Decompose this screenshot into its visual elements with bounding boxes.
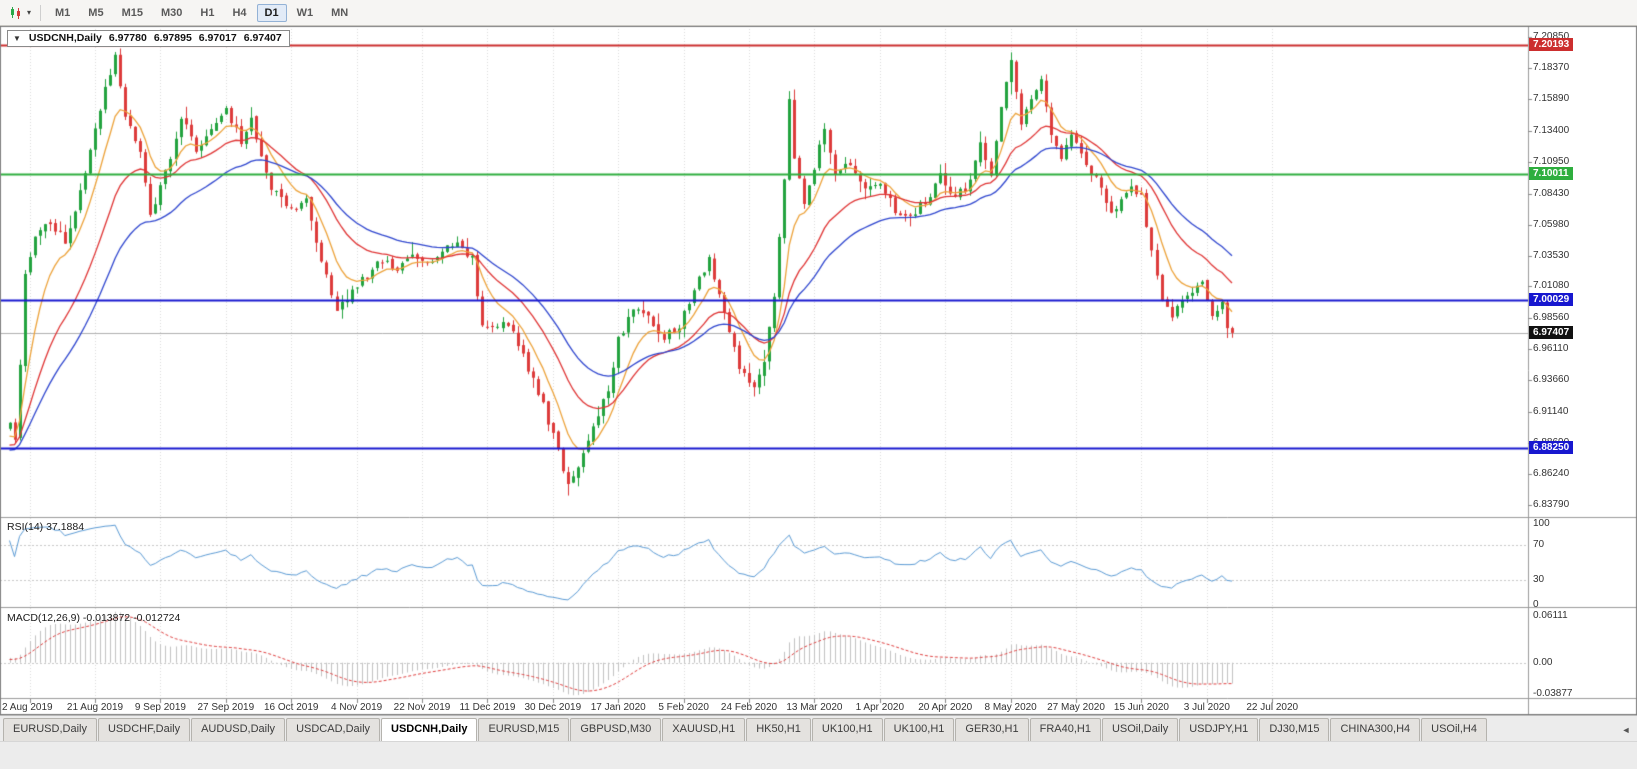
- chart-tab-usdcnh-daily[interactable]: USDCNH,Daily: [381, 718, 478, 741]
- candlestick-chart-icon: [10, 6, 20, 19]
- timeframe-button-mn[interactable]: MN: [331, 6, 349, 19]
- ohlc-open-value: 6.97780: [108, 32, 147, 44]
- timeframe-button-m30[interactable]: M30: [160, 6, 183, 19]
- date-axis-label: 21 Aug 2019: [66, 702, 124, 713]
- date-axis-label: 13 Mar 2020: [786, 702, 843, 713]
- price-line-tag[interactable]: 6.88250: [1529, 441, 1574, 455]
- macd-axis-label: 0.00: [1533, 656, 1553, 668]
- date-axis-label: 27 Sep 2019: [197, 702, 255, 713]
- price-line-tag[interactable]: 7.10011: [1529, 166, 1573, 180]
- rsi-axis-label: 100: [1533, 518, 1550, 529]
- chart-tab-usdcad-daily[interactable]: USDCAD,Daily: [286, 718, 381, 741]
- ohlc-low-value: 6.97017: [198, 32, 237, 44]
- date-axis-label: 3 Jul 2020: [1183, 702, 1230, 713]
- price-axis-label: 7.03530: [1533, 249, 1570, 261]
- timeframe-button-m1[interactable]: M1: [55, 6, 71, 19]
- date-axis-label: 11 Dec 2019: [459, 702, 516, 713]
- chart-tabs: EURUSD,Daily USDCHF,Daily AUDUSD,Daily USDC…: [3, 718, 1615, 741]
- date-axis-label: 2 Aug 2019: [2, 702, 53, 713]
- price-axis-label: 6.83790: [1533, 498, 1570, 510]
- timeframe-button-w1[interactable]: W1: [296, 6, 314, 19]
- price-axis-label: 7.20850: [1533, 30, 1570, 42]
- timeframe-buttons: M1 M5 M15 M30 H1 H4 D1 W1 MN: [46, 3, 357, 22]
- chart-tab-xauusd-h1[interactable]: XAUUSD,H1: [662, 718, 746, 741]
- ohlc-high-value: 6.97895: [153, 32, 192, 44]
- date-axis-label: 24 Feb 2020: [720, 702, 778, 713]
- date-axis-label: 8 May 2020: [984, 702, 1037, 713]
- price-axis-label: 6.91140: [1533, 405, 1569, 417]
- price-axis[interactable]: 7.20850 7.18370 7.15890 7.13400 7.10950 7.084…: [1529, 26, 1637, 715]
- chart-tab-dj30-m15[interactable]: DJ30,M15: [1259, 718, 1330, 741]
- chart-tab-china300-h4[interactable]: CHINA300,H4: [1330, 718, 1421, 741]
- price-axis-label: 7.15890: [1533, 93, 1570, 105]
- price-axis-label: 6.93660: [1533, 374, 1570, 386]
- chart-header: ▼ USDCNH,Daily 6.97780 6.97895 6.97017 6…: [7, 30, 290, 47]
- chart-window: ▼ USDCNH,Daily 6.97780 6.97895 6.97017 6…: [0, 26, 1637, 715]
- chart-menu-button[interactable]: ▾: [5, 3, 35, 23]
- date-axis-label: 4 Nov 2019: [331, 702, 383, 713]
- price-axis-label: 6.86240: [1533, 467, 1570, 479]
- chevron-down-icon: ▾: [26, 8, 31, 17]
- chart-tab-usdjpy-h1[interactable]: USDJPY,H1: [1179, 718, 1259, 741]
- price-axis-label: 6.98560: [1533, 312, 1570, 324]
- timeframe-button-d1[interactable]: D1: [256, 3, 287, 22]
- price-axis-label: 6.96110: [1533, 343, 1569, 355]
- status-bar: [0, 741, 1637, 769]
- timeframe-toolbar: ▾ M1 M5 M15 M30 H1 H4 D1 W1 MN: [0, 0, 1637, 26]
- price-axis-label: 7.05980: [1533, 218, 1570, 230]
- price-axis-label: 7.08430: [1533, 187, 1570, 199]
- chart-tab-audusd-daily[interactable]: AUDUSD,Daily: [191, 718, 286, 741]
- chart-tab-eurusd-daily[interactable]: EURUSD,Daily: [3, 718, 97, 741]
- rsi-axis-label: 30: [1533, 573, 1545, 585]
- chart-tab-hk50-h1[interactable]: HK50,H1: [746, 718, 811, 741]
- price-chart-canvas[interactable]: [0, 26, 1637, 715]
- chart-tab-eurusd-m15[interactable]: EURUSD,M15: [478, 718, 570, 741]
- date-axis-label: 5 Feb 2020: [658, 702, 709, 713]
- date-axis-label: 9 Sep 2019: [134, 702, 187, 713]
- macd-indicator-label: MACD(12,26,9) -0.013872 -0.012724: [7, 612, 181, 624]
- chart-tab-fra40-h1[interactable]: FRA40,H1: [1029, 718, 1101, 741]
- chart-tab-usoil-h4[interactable]: USOil,H4: [1421, 718, 1487, 741]
- rsi-axis-label: 70: [1533, 539, 1545, 551]
- timeframe-button-m15[interactable]: M15: [121, 6, 143, 19]
- date-axis-label: 16 Oct 2019: [263, 702, 319, 713]
- date-axis-label: 22 Nov 2019: [393, 702, 451, 713]
- rsi-axis-label: 0: [1533, 599, 1539, 610]
- date-axis-label: 30 Dec 2019: [524, 702, 582, 713]
- timeframe-button-h1[interactable]: H1: [200, 6, 215, 19]
- date-axis-label: 17 Jan 2020: [590, 702, 646, 713]
- chart-tab-usdchf-daily[interactable]: USDCHF,Daily: [97, 718, 191, 741]
- timeframe-button-h4[interactable]: H4: [232, 6, 247, 19]
- price-line-tag[interactable]: 7.00029: [1529, 292, 1574, 306]
- chart-tab-gbpusd-m30[interactable]: GBPUSD,M30: [570, 718, 662, 741]
- chart-tabs-bar: EURUSD,Daily USDCHF,Daily AUDUSD,Daily USDC…: [0, 715, 1637, 741]
- current-price-tag: 6.97407: [1529, 325, 1574, 339]
- toolbar-separator: [40, 4, 41, 21]
- date-axis-label: 22 Jul 2020: [1246, 702, 1299, 713]
- chart-symbol-label: USDCNH,Daily: [28, 32, 102, 44]
- tab-scroll-left-button[interactable]: ◄: [1621, 725, 1631, 735]
- price-axis-label: 7.13400: [1533, 124, 1570, 136]
- price-axis-label: 7.18370: [1533, 62, 1570, 74]
- ohlc-close-value: 6.97407: [243, 32, 282, 44]
- price-axis-label: 7.01080: [1533, 280, 1570, 292]
- date-axis-label: 1 Apr 2020: [855, 702, 905, 713]
- chart-tab-ger30-h1[interactable]: GER30,H1: [955, 718, 1029, 741]
- one-click-trading-toggle[interactable]: ▼: [13, 33, 21, 43]
- chart-tab-uk100-h1[interactable]: UK100,H1: [883, 718, 955, 741]
- date-axis-label: 20 Apr 2020: [918, 702, 973, 713]
- date-axis-label: 27 May 2020: [1047, 702, 1105, 713]
- date-axis[interactable]: 2 Aug 2019 21 Aug 2019 9 Sep 2019 27 Sep 20…: [0, 699, 1528, 715]
- macd-axis-label: -0.03877: [1533, 687, 1573, 699]
- chart-tab-uk100-h1[interactable]: UK100,H1: [811, 718, 883, 741]
- price-axis-label: 7.10950: [1533, 155, 1570, 167]
- macd-axis-label: 0.06111: [1533, 610, 1568, 621]
- timeframe-button-m5[interactable]: M5: [88, 6, 104, 19]
- date-axis-label: 15 Jun 2020: [1113, 702, 1169, 713]
- price-line-tag[interactable]: 7.20193: [1529, 38, 1574, 52]
- chart-tab-usoil-daily[interactable]: USOil,Daily: [1101, 718, 1179, 741]
- rsi-indicator-label: RSI(14) 37.1884: [7, 521, 85, 533]
